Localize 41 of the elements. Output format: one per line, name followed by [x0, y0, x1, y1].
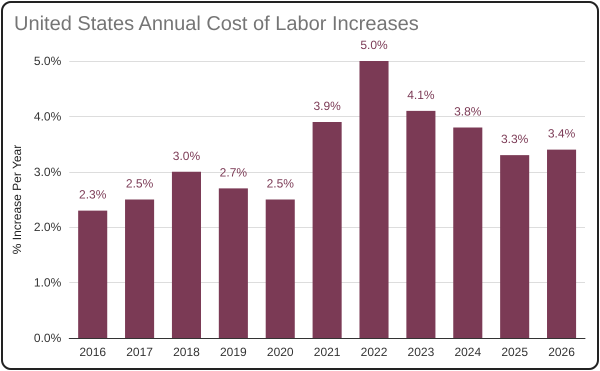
y-tick-label: 0.0% — [34, 331, 62, 345]
x-tick-label: 2025 — [501, 345, 528, 359]
y-axis-title: % Increase Per Year — [10, 144, 24, 254]
bar — [359, 61, 389, 338]
chart-title: United States Annual Cost of Labor Increases — [14, 13, 419, 35]
y-tick-label: 5.0% — [34, 54, 62, 68]
y-tick-label: 4.0% — [34, 109, 62, 124]
bar — [547, 150, 576, 338]
x-tick-label: 2022 — [360, 345, 388, 359]
y-tick-label: 3.0% — [34, 164, 62, 179]
data-label: 5.0% — [360, 38, 388, 52]
x-tick-label: 2018 — [173, 345, 200, 359]
x-tick-label: 2026 — [548, 345, 576, 359]
data-label: 2.7% — [220, 165, 248, 180]
bar — [218, 188, 248, 338]
x-tick-label: 2024 — [454, 345, 482, 359]
x-tick-label: 2020 — [266, 345, 294, 359]
bar — [172, 172, 201, 338]
data-label: 3.4% — [548, 126, 576, 141]
bar — [266, 200, 295, 338]
bar — [500, 155, 530, 338]
x-tick-label: 2019 — [220, 345, 248, 359]
data-label: 3.8% — [454, 104, 482, 118]
bar — [125, 200, 154, 338]
y-tick-label: 2.0% — [34, 220, 62, 234]
x-tick-label: 2021 — [314, 345, 341, 359]
data-label: 2.5% — [266, 176, 294, 190]
x-tick-label: 2017 — [126, 345, 154, 359]
data-label: 2.5% — [126, 176, 154, 190]
bar — [453, 127, 482, 338]
y-tick-label: 1.0% — [34, 276, 62, 290]
data-label: 3.9% — [313, 98, 342, 113]
data-label: 3.3% — [500, 132, 529, 146]
data-label: 3.0% — [172, 148, 200, 163]
x-tick-label: 2016 — [79, 345, 106, 359]
bar — [406, 110, 436, 338]
data-label: 4.1% — [407, 88, 435, 102]
bar — [78, 210, 108, 338]
x-tick-label: 2023 — [408, 345, 435, 359]
bar — [312, 122, 342, 338]
data-label: 2.3% — [79, 188, 107, 202]
